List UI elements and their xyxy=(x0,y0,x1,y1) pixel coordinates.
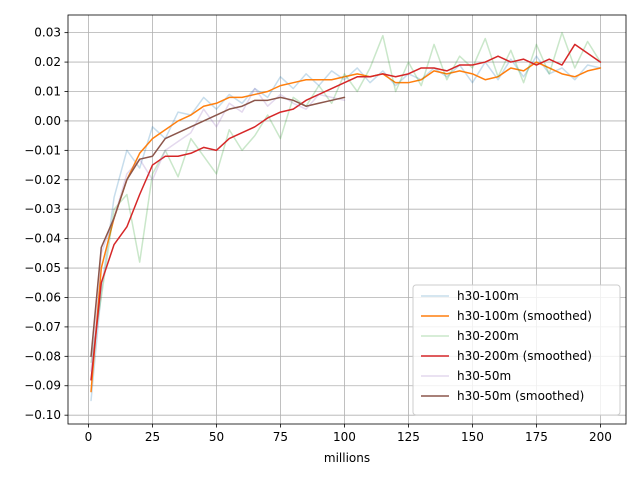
axes-frame xyxy=(67,14,627,425)
x-axis-label: millions xyxy=(324,451,370,465)
y-tick-label: −0.10 xyxy=(24,408,61,422)
legend-label: h30-50m xyxy=(457,369,511,383)
series-line-0 xyxy=(90,55,602,402)
y-tick-label: 0.02 xyxy=(34,55,61,69)
y-tick-label: 0.00 xyxy=(34,114,61,128)
series-line-3 xyxy=(90,43,602,381)
legend-label: h30-200m xyxy=(457,329,519,343)
y-tick-label: −0.03 xyxy=(24,202,61,216)
plot-area xyxy=(90,31,602,402)
x-tick-label: 100 xyxy=(333,430,356,444)
x-tick-label: 75 xyxy=(273,430,288,444)
x-tick-label: 200 xyxy=(589,430,612,444)
series-line-5 xyxy=(90,96,346,358)
series-line-4 xyxy=(90,87,346,372)
y-tick-label: 0.01 xyxy=(34,85,61,99)
x-tick-label: 25 xyxy=(145,430,160,444)
legend-box xyxy=(412,284,621,416)
x-tick-label: 50 xyxy=(209,430,224,444)
y-tick-label: −0.02 xyxy=(24,173,61,187)
x-tick-label: 125 xyxy=(397,430,420,444)
legend-label: h30-100m (smoothed) xyxy=(457,309,592,323)
y-tick-label: −0.07 xyxy=(24,320,61,334)
y-tick-label: −0.06 xyxy=(24,290,61,304)
x-tick-label: 0 xyxy=(85,430,93,444)
x-tick-label: 175 xyxy=(525,430,548,444)
series-line-1 xyxy=(90,61,602,393)
y-tick-label: −0.05 xyxy=(24,261,61,275)
y-tick-label: −0.04 xyxy=(24,232,61,246)
legend-label: h30-50m (smoothed) xyxy=(457,389,584,403)
legend: h30-100m h30-100m (smoothed) h30-200m h30-2… xyxy=(412,284,621,416)
y-tick-label: 0.03 xyxy=(34,26,61,40)
x-tick-label: 150 xyxy=(461,430,484,444)
y-axis: −0.10 −0.09 −0.08 −0.07 −0.06 −0.05 −0.04 −0.03… xyxy=(24,26,68,422)
legend-label: h30-100m xyxy=(457,289,519,303)
y-tick-label: −0.01 xyxy=(24,143,61,157)
y-tick-label: −0.09 xyxy=(24,379,61,393)
y-tick-label: −0.08 xyxy=(24,349,61,363)
x-axis: 0 25 50 75 100 125 150 175 200 xyxy=(85,424,612,444)
legend-label: h30-200m (smoothed) xyxy=(457,349,592,363)
